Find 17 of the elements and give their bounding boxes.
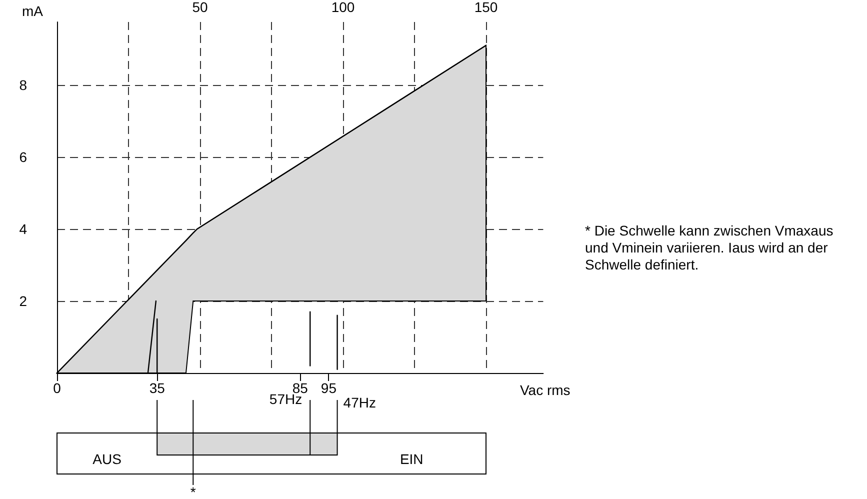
x2-tick-label: 100 <box>331 0 355 15</box>
y-tick-label: 8 <box>19 77 28 93</box>
text: * Die Schwelle kann zwischen Vmaxaus und Vminein variieren. Iaus wird an der Schwelle definiert. <box>585 222 838 272</box>
y-tick-label: 4 <box>19 221 28 237</box>
text: EIN <box>400 451 424 467</box>
x-tick-label: 0 <box>53 380 62 396</box>
x2-tick-label: 150 <box>474 0 498 15</box>
annotation: 47Hz <box>343 394 376 410</box>
x-tick-label: 35 <box>149 380 166 396</box>
text: * <box>190 484 196 499</box>
y-tick-label: 6 <box>19 149 28 165</box>
x2-tick-label: 50 <box>192 0 208 15</box>
y-axis-title: mA <box>22 3 44 19</box>
y-tick-label: 2 <box>19 293 28 309</box>
x-tick-label: 95 <box>320 380 337 396</box>
x-axis-title: Vac rms <box>520 382 570 398</box>
text: AUS <box>92 451 122 467</box>
